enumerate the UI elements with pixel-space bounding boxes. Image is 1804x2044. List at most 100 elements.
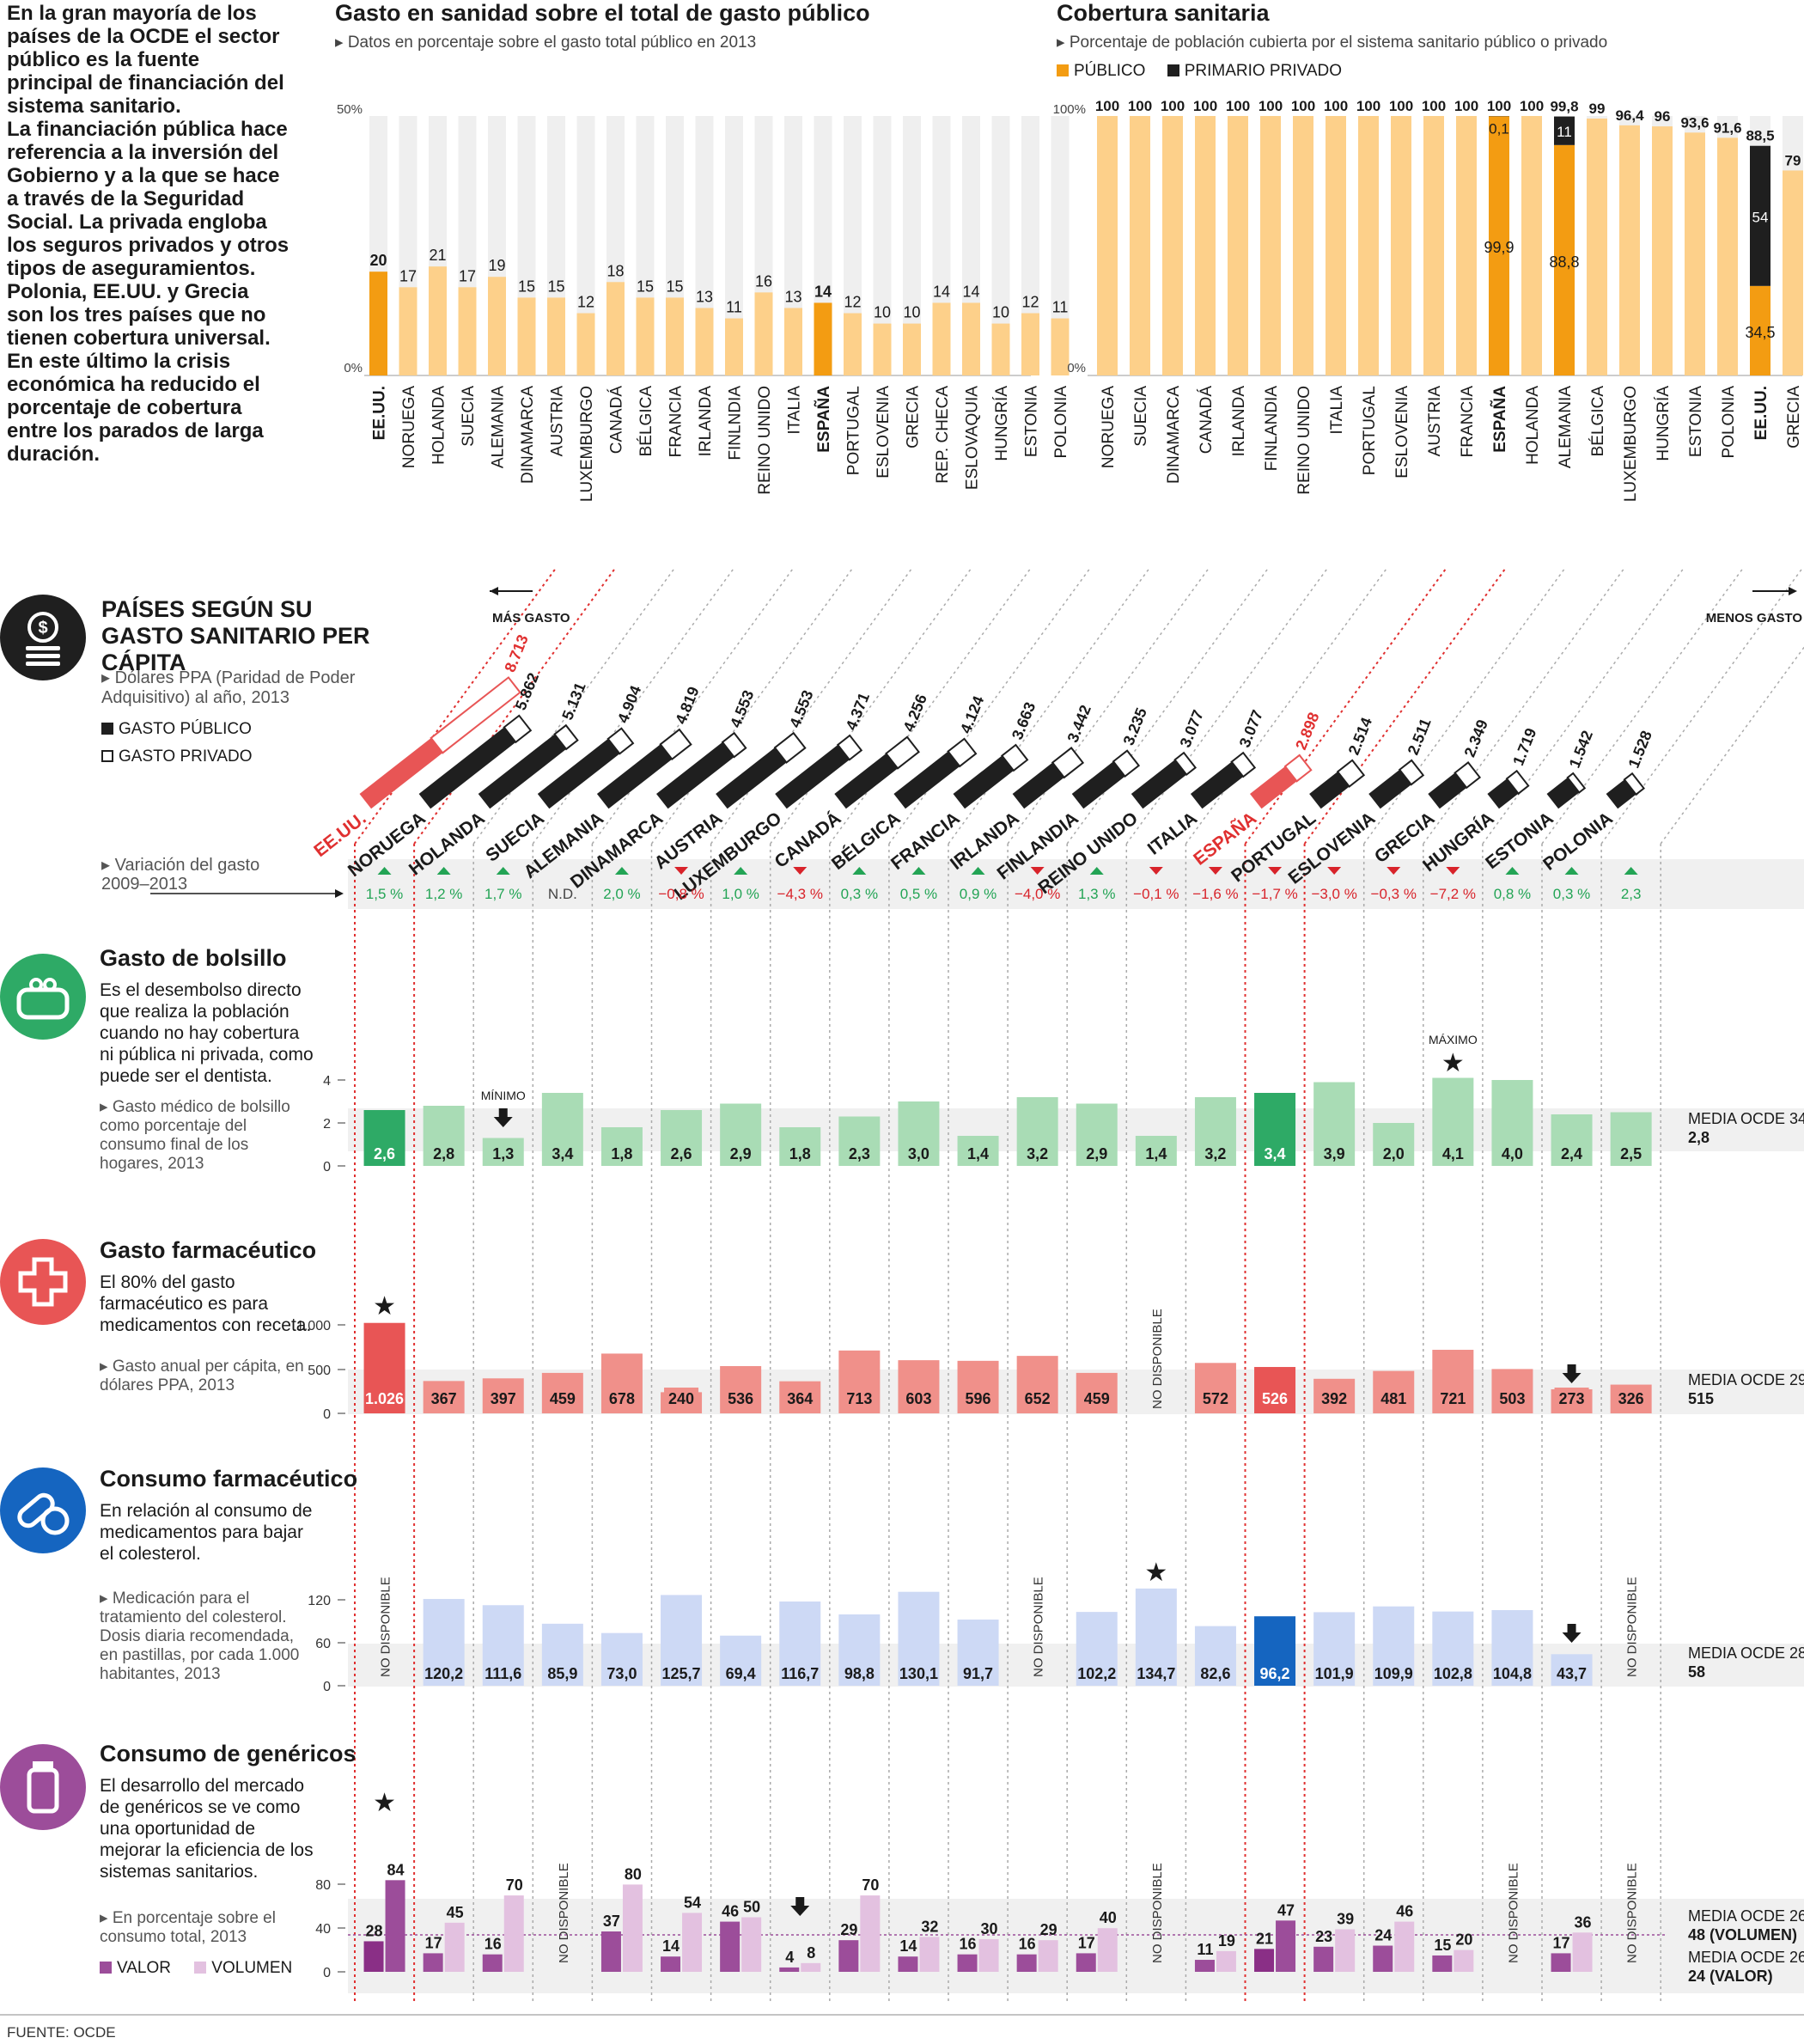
chart1-value-label: 17 <box>459 267 476 284</box>
bolsillo-value: 3,4 <box>552 1145 573 1162</box>
genericos-mean1-value: 48 (VOLUMEN) <box>1688 1926 1797 1943</box>
chart1-value-label: 13 <box>784 288 801 305</box>
farma-desc: El 80% del gasto farmacéutico es para me… <box>100 1272 312 1335</box>
per-capita-value: 4.553 <box>727 688 757 730</box>
per-capita-public-bar <box>656 741 734 809</box>
farma-label-bg <box>545 1388 580 1408</box>
genericos-volumen-bar <box>385 1880 405 1972</box>
bolsillo-bar <box>1491 1080 1533 1166</box>
genericos-volumen-bar <box>801 1962 821 1972</box>
genericos-volumen-bar <box>1572 1932 1593 1972</box>
chart2-category-label: NORUEGA <box>1100 386 1118 468</box>
chart2-category-label: AUSTRIA <box>1426 386 1444 457</box>
variation-value: 0,5 % <box>900 886 937 902</box>
farma-tick: 0 <box>323 1407 331 1422</box>
genericos-volumen-bar <box>1335 1929 1356 1972</box>
bolsillo-bar <box>720 1103 762 1166</box>
chart2-bar <box>1130 116 1150 375</box>
chart1-category-label: REINO UNIDO <box>756 386 774 495</box>
chart2-bar <box>1783 170 1803 375</box>
per-capita-public-bar <box>537 738 620 809</box>
variation-label: ▸ Variación del gasto 2009–2013 <box>101 856 260 894</box>
chart2-bar <box>1685 132 1705 375</box>
bolsillo-value: 2,0 <box>1383 1145 1405 1162</box>
chart1-value-label: 14 <box>814 283 832 300</box>
per-capita-public-bar <box>1606 779 1636 809</box>
per-capita-private-bar <box>1398 759 1425 786</box>
per-capita-value: 4.371 <box>843 690 873 732</box>
farma-label-bg <box>664 1388 699 1408</box>
genericos-valor-bar <box>600 1931 621 1972</box>
genericos-volumen-value: 30 <box>981 1920 998 1937</box>
column-diagonal <box>1185 566 1389 845</box>
column-diagonal <box>1660 646 1804 845</box>
consumo-value: 96,2 <box>1260 1665 1290 1682</box>
bolsillo-bar <box>1313 1082 1356 1166</box>
chart2-category-label: FRANCIA <box>1459 386 1477 458</box>
per-capita-private-bar <box>606 727 635 755</box>
variation-value: −7,2 % <box>1430 886 1476 902</box>
consumo-note-text: Medicación para el tratamiento del coles… <box>100 1589 300 1683</box>
per-capita-public-bar <box>596 744 673 809</box>
variation-down-icon <box>1030 867 1045 875</box>
chart1-bar-bg <box>725 116 743 375</box>
chart2-bar <box>1228 116 1248 375</box>
chart1-category-label: IRLANDA <box>697 386 715 457</box>
legend-swatch-volumen <box>194 1962 207 1974</box>
chart2-bar <box>1652 126 1673 375</box>
more-spending-arrow-head <box>490 587 498 595</box>
chart2-category-label: ITALIA <box>1328 386 1346 435</box>
consumo-value: 102,8 <box>1434 1665 1472 1682</box>
chart1-category-label: FRANCIA <box>667 386 686 458</box>
variation-value: −4,0 % <box>1015 886 1060 902</box>
farma-label-bg <box>842 1388 877 1408</box>
variation-up-icon <box>1089 867 1104 875</box>
genericos-valor-bar <box>423 1953 443 1972</box>
consumo-bar <box>482 1605 524 1686</box>
consumo-value: 102,2 <box>1077 1665 1116 1682</box>
chart2-bar <box>1521 116 1542 375</box>
consumo-bar <box>423 1599 465 1686</box>
chart1-bar <box>517 297 536 375</box>
bolsillo-tick: 0 <box>323 1160 331 1175</box>
chart2-category-label: SUECIA <box>1132 386 1150 447</box>
chart1-bar <box>873 323 892 375</box>
variation-down-icon <box>793 867 808 875</box>
legend-swatch-gasto-privado <box>101 750 113 762</box>
genericos-tick: 0 <box>323 1966 331 1980</box>
chart2-total-label: 100 <box>1454 98 1478 114</box>
column-diagonal <box>1125 566 1329 845</box>
chart1-value-label: 12 <box>844 294 861 311</box>
per-capita-private-bar <box>1051 747 1085 779</box>
genericos-mean-band <box>348 1899 1804 1993</box>
consumo-mean-label: MEDIA OCDE 28 <box>1688 1644 1804 1662</box>
bolsillo-value: 2,4 <box>1561 1145 1582 1162</box>
farma-value: 392 <box>1321 1390 1347 1407</box>
bolsillo-bar <box>1610 1112 1652 1166</box>
chart1-ymax-label: 50% <box>337 102 363 117</box>
genericos-valor-value: 11 <box>1197 1941 1213 1958</box>
variation-up-icon <box>614 867 629 875</box>
bolsillo-bar <box>898 1101 940 1166</box>
chart2-category-label: PORTUGAL <box>1361 386 1379 475</box>
bolsillo-value: 3,9 <box>1324 1145 1345 1162</box>
genericos-valor-value: 16 <box>485 1936 502 1953</box>
per-capita-value: 1.719 <box>1509 726 1539 768</box>
farma-value: 526 <box>1262 1390 1288 1407</box>
genericos-volumen-value: 70 <box>506 1876 523 1894</box>
chart1-bar <box>666 297 684 375</box>
bolsillo-bar <box>1076 1103 1118 1166</box>
consumo-bar <box>1135 1588 1177 1686</box>
consumo-bar <box>779 1601 821 1686</box>
genericos-volumen-bar <box>919 1937 940 1972</box>
legend-public-label: PÚBLICO <box>1074 62 1146 80</box>
chart2-total-label: 100 <box>1095 98 1119 114</box>
chart1-value-label: 11 <box>1052 299 1069 316</box>
variation-value: 1,7 % <box>485 886 521 902</box>
consumo-min-arrow-icon <box>1562 1624 1582 1643</box>
variation-band <box>348 859 1804 909</box>
consumo-tick: 60 <box>315 1637 331 1651</box>
chart2-bar <box>1619 125 1640 375</box>
chart1-bar-bg <box>873 116 892 375</box>
per-capita-value: 4.819 <box>672 684 702 726</box>
